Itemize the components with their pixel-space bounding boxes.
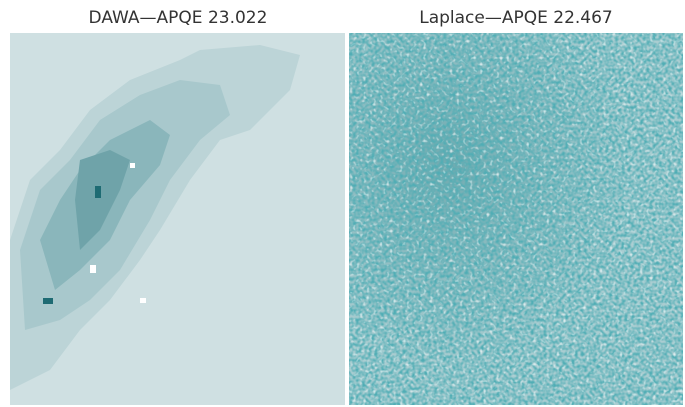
figure: DAWA—APQE 23.022 Laplace—APQE 22.467	[0, 0, 685, 407]
cell	[43, 298, 53, 304]
panel-title: DAWA—APQE 23.022	[89, 8, 268, 28]
cell	[95, 186, 101, 198]
page: {"panels": [{"title": "DAWA\u2014APQE 23…	[0, 0, 685, 407]
right-heatmap	[349, 33, 683, 405]
heatmap-noise	[349, 33, 683, 405]
panel-title: Laplace—APQE 22.467	[419, 8, 613, 28]
cell	[90, 265, 96, 273]
cell	[140, 298, 146, 303]
left-heatmap	[10, 33, 345, 405]
cell	[130, 163, 135, 168]
